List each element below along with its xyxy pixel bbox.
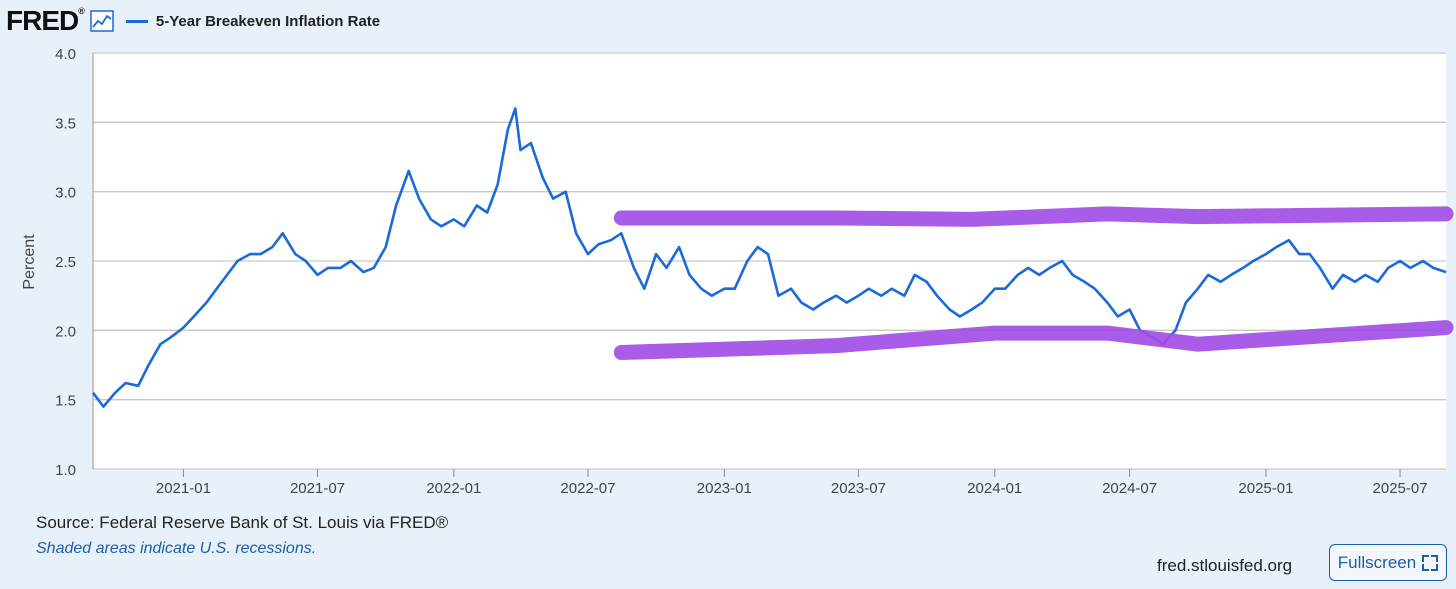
annotation-layer (613, 206, 1454, 360)
y-tick-label: 1.5 (55, 393, 76, 410)
series-title: 5-Year Breakeven Inflation Rate (155, 12, 381, 30)
expand-icon (1422, 554, 1439, 571)
recession-note: Shaded areas indicate U.S. recessions. (36, 540, 317, 557)
y-tick-label: 4.0 (55, 46, 76, 63)
x-tick-label: 2022-01 (426, 480, 481, 497)
site-link[interactable]: fred.stlouisfed.org (1157, 556, 1293, 575)
fullscreen-label: Fullscreen (1337, 552, 1417, 572)
x-tick-label: 2023-01 (697, 480, 752, 497)
y-axis-label: Percent (21, 234, 38, 290)
fullscreen-button[interactable]: Fullscreen (1329, 544, 1447, 581)
series-line[interactable] (91, 107, 1447, 408)
x-tick-label: 2021-01 (156, 480, 211, 497)
x-tick-label: 2025-07 (1373, 480, 1428, 497)
y-tick-label: 3.0 (55, 185, 76, 202)
y-tick-label: 1.0 (55, 462, 76, 479)
chart-header: FRED® 5-Year Breakeven Inflation Rate (6, 4, 380, 38)
y-axis: 1.0 1.5 2.0 2.5 3.0 3.5 4.0 (55, 46, 76, 479)
x-tick-label: 2023-07 (831, 480, 886, 497)
x-tick-label: 2024-07 (1102, 480, 1157, 497)
y-tick-label: 2.0 (55, 323, 76, 340)
legend-swatch (125, 19, 148, 23)
line-graph-icon (90, 10, 114, 32)
annotation-band (613, 206, 1454, 227)
x-tick-label: 2025-01 (1238, 480, 1293, 497)
x-axis: 2021-01 2021-07 2022-01 2022-07 2023-01 2023-… (156, 469, 1428, 497)
x-tick-label: 2022-07 (560, 480, 615, 497)
x-tick-label: 2021-07 (290, 480, 345, 497)
chart: 1.0 1.5 2.0 2.5 3.0 3.5 4.0 2021-01 2021-07 2022… (21, 46, 1454, 497)
annotation-band (613, 320, 1454, 360)
y-tick-label: 2.5 (55, 254, 76, 271)
fred-logo[interactable]: FRED® (6, 5, 85, 36)
grid-lines (92, 52, 1446, 470)
x-tick-label: 2024-01 (967, 480, 1022, 497)
y-tick-label: 3.5 (55, 115, 76, 132)
source-note: Source: Federal Reserve Bank of St. Loui… (36, 513, 449, 532)
